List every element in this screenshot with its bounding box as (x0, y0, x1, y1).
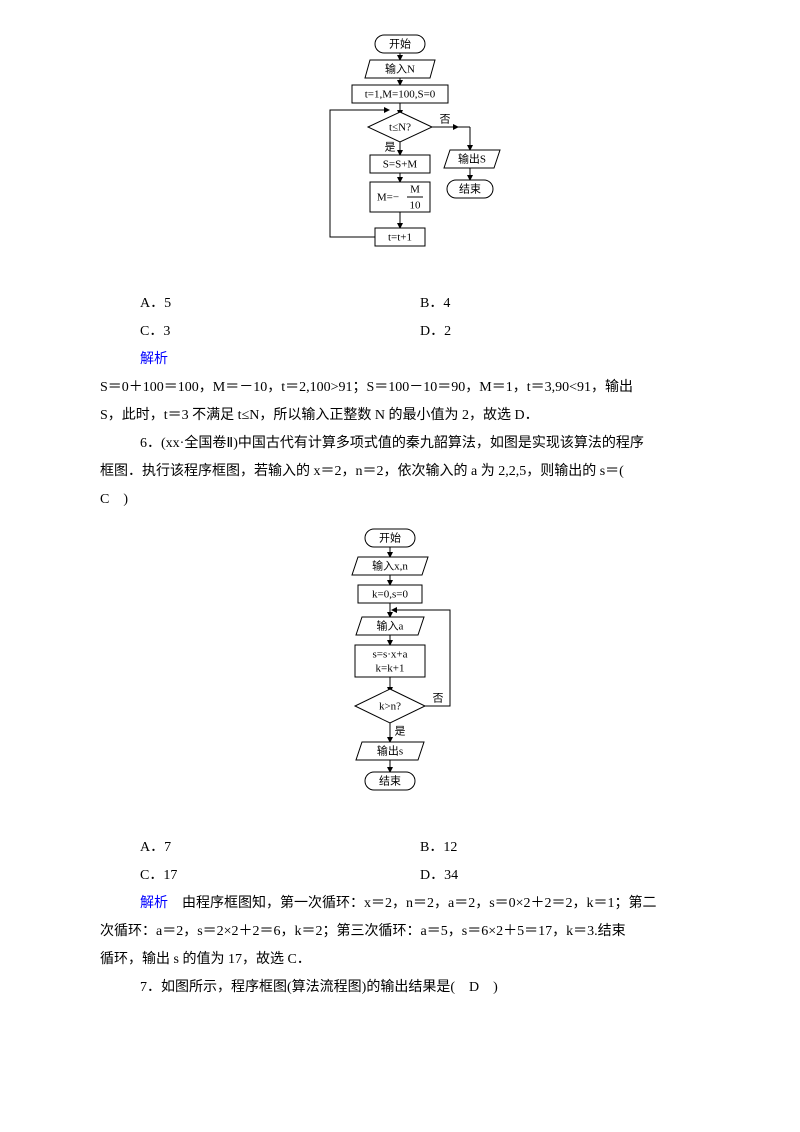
fc2-start: 开始 (379, 531, 401, 545)
q6-optA: A．7 (140, 834, 420, 862)
fc1-mlhs: M=− (377, 192, 399, 204)
fc1-input: 输入N (385, 62, 415, 76)
q6-optD: D．34 (420, 862, 700, 890)
q6-optB: B．12 (420, 834, 700, 862)
fc2-input-a: 输入a (377, 619, 404, 633)
fc1-sum: S=S+M (383, 159, 418, 171)
q5-analysis-line2: S，此时，t＝3 不满足 t≤N，所以输入正整数 N 的最小值为 2，故选 D． (60, 402, 740, 430)
fc1-yes: 是 (385, 141, 396, 154)
q5-optC: C．3 (140, 318, 420, 346)
flowchart-2: 开始 输入x,n k=0,s=0 输入a s=s·x+a k=k+1 k>n? … (60, 524, 740, 824)
q6-stem-line2: 框图．执行该程序框图，若输入的 x＝2，n＝2，依次输入的 a 为 2,2,5，… (60, 458, 740, 486)
q6-analysis-label: 解析 (140, 896, 168, 911)
q5-optD: D．2 (420, 318, 700, 346)
q5-analysis-label: 解析 (60, 346, 740, 374)
q6-stem-line1: 6．(xx·全国卷Ⅱ)中国古代有计算多项式值的秦九韶算法，如图是实现该算法的程序 (60, 430, 740, 458)
fc1-mnum: M (410, 184, 420, 196)
q6-analysis: 解析 由程序框图知，第一次循环：x＝2，n＝2，a＝2，s＝0×2＋2＝2，k＝… (60, 890, 740, 918)
fc2-out: 输出s (377, 744, 403, 758)
q6-analysis-body1: 由程序框图知，第一次循环：x＝2，n＝2，a＝2，s＝0×2＋2＝2，k＝1；第… (182, 896, 657, 911)
fc2-no: 否 (433, 693, 444, 705)
q6-analysis-line2: 次循环：a＝2，s＝2×2＋2＝6，k＝2；第三次循环：a＝5，s＝6×2＋5＝… (60, 918, 740, 946)
flowchart-1: 开始 输入N t=1,M=100,S=0 t≤N? 否 是 S=S+M M=− … (60, 30, 740, 280)
flowchart-1-svg: 开始 输入N t=1,M=100,S=0 t≤N? 否 是 S=S+M M=− … (270, 30, 530, 280)
fc1-no: 否 (440, 114, 451, 126)
fc1-start: 开始 (389, 37, 411, 51)
q5-options-row1: A．5 B．4 (60, 290, 740, 318)
q6-stem-line3: C ) (60, 486, 740, 514)
fc1-cond: t≤N? (389, 122, 411, 134)
page: 开始 输入N t=1,M=100,S=0 t≤N? 否 是 S=S+M M=− … (0, 0, 800, 1042)
q6-options-row2: C．17 D．34 (60, 862, 740, 890)
q5-options-row2: C．3 D．2 (60, 318, 740, 346)
q6-optC: C．17 (140, 862, 420, 890)
fc1-out: 输出S (458, 152, 486, 166)
fc2-input-xn: 输入x,n (372, 559, 408, 573)
q5-optB: B．4 (420, 290, 700, 318)
q5-optA: A．5 (140, 290, 420, 318)
q5-analysis-line1: S＝0＋100＝100，M＝－10，t＝2,100>91；S＝100－10＝90… (60, 374, 740, 402)
fc2-calc1: s=s·x+a (372, 649, 407, 661)
fc2-yes: 是 (395, 725, 406, 738)
q7-stem: 7．如图所示，程序框图(算法流程图)的输出结果是( D ) (60, 974, 740, 1002)
q6-options-row1: A．7 B．12 (60, 834, 740, 862)
fc1-inc: t=t+1 (388, 232, 412, 244)
fc2-cond: k>n? (379, 701, 401, 713)
fc2-init: k=0,s=0 (372, 589, 408, 601)
flowchart-2-svg: 开始 输入x,n k=0,s=0 输入a s=s·x+a k=k+1 k>n? … (300, 524, 500, 824)
fc2-end: 结束 (379, 775, 401, 788)
fc1-init: t=1,M=100,S=0 (365, 89, 436, 101)
fc1-mden: 10 (410, 200, 422, 212)
q6-analysis-line3: 循环，输出 s 的值为 17，故选 C． (60, 946, 740, 974)
fc2-calc2: k=k+1 (376, 663, 405, 675)
fc1-end: 结束 (459, 183, 481, 196)
